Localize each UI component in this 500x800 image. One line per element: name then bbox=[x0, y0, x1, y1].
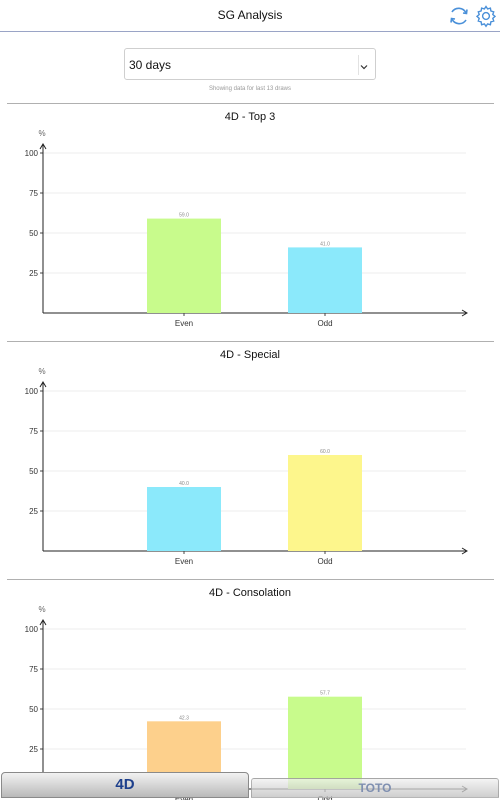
section-divider bbox=[7, 579, 494, 580]
y-tick-label: 100 bbox=[25, 625, 39, 634]
draw-count-caption: Showing data for last 13 draws bbox=[208, 86, 292, 92]
y-axis-arrow bbox=[39, 143, 47, 150]
y-tick-label: 100 bbox=[25, 387, 39, 396]
bar bbox=[147, 218, 221, 313]
data-label: 60.0 bbox=[320, 449, 330, 455]
data-label: 42.3 bbox=[179, 715, 189, 721]
y-tick-label: 25 bbox=[29, 269, 38, 278]
select-divider bbox=[358, 55, 359, 75]
chart-consolation: 4D - Consolation 255075100%42.3Even57.7O… bbox=[0, 580, 500, 800]
tab-4d[interactable]: 4D bbox=[1, 772, 249, 798]
app-title: SG Analysis bbox=[217, 8, 283, 22]
data-label: 40.0 bbox=[179, 481, 189, 487]
chart-svg: 25 50 75 100% 40.0 Even 60.0 Odd bbox=[25, 367, 468, 566]
x-axis-arrow bbox=[461, 547, 468, 555]
y-tick-label: 75 bbox=[29, 665, 38, 674]
bar bbox=[288, 247, 362, 313]
y-tick-label: 100 bbox=[25, 149, 39, 158]
chart-svg: 25 50 75 100% 59.0 Even 41.0 Odd bbox=[25, 129, 468, 328]
y-tick-label: 75 bbox=[29, 189, 38, 198]
y-tick-label: 75 bbox=[29, 427, 38, 436]
x-tick-label: Odd bbox=[317, 319, 332, 328]
y-tick-label: 25 bbox=[29, 745, 38, 754]
bar bbox=[288, 455, 362, 551]
x-tick-label: Even bbox=[175, 557, 193, 566]
x-axis-arrow bbox=[461, 309, 468, 317]
data-label: 57.7 bbox=[320, 691, 330, 697]
app-header: SG Analysis bbox=[0, 0, 500, 32]
x-tick-label: Odd bbox=[317, 557, 332, 566]
bottom-tab-bar: 4D TOTO bbox=[0, 772, 500, 800]
bar bbox=[288, 696, 362, 789]
tab-toto[interactable]: TOTO bbox=[251, 778, 499, 798]
section-divider bbox=[7, 103, 494, 104]
y-tick-label: 25 bbox=[29, 507, 38, 516]
chevron-down-icon bbox=[359, 59, 369, 70]
bar bbox=[147, 487, 221, 551]
y-axis-arrow bbox=[39, 619, 47, 626]
chart-special: 4D - Special 25 50 75 100% 40.0 Even 60.0 Odd bbox=[0, 342, 500, 572]
y-axis-label: % bbox=[38, 605, 45, 614]
y-axis-label: % bbox=[38, 367, 45, 376]
y-tick-label: 50 bbox=[29, 467, 38, 476]
data-label: 59.0 bbox=[179, 213, 189, 219]
chart-title: 4D - Top 3 bbox=[224, 111, 276, 123]
y-tick-label: 50 bbox=[29, 229, 38, 238]
y-axis-arrow bbox=[39, 381, 47, 388]
refresh-icon[interactable] bbox=[447, 4, 471, 28]
period-select[interactable]: 30 days bbox=[124, 48, 376, 80]
section-divider bbox=[7, 341, 494, 342]
y-axis-label: % bbox=[38, 129, 45, 138]
data-label: 41.0 bbox=[320, 241, 330, 247]
chart-top3: 4D - Top 3 25 50 75 100% 59.0 Even 41.0 Odd bbox=[0, 104, 500, 334]
gear-icon[interactable] bbox=[474, 4, 498, 28]
y-tick-label: 50 bbox=[29, 705, 38, 714]
period-select-value: 30 days bbox=[129, 58, 172, 72]
chart-title: 4D - Consolation bbox=[209, 587, 291, 599]
x-tick-label: Even bbox=[175, 319, 193, 328]
chart-title: 4D - Special bbox=[220, 349, 280, 361]
